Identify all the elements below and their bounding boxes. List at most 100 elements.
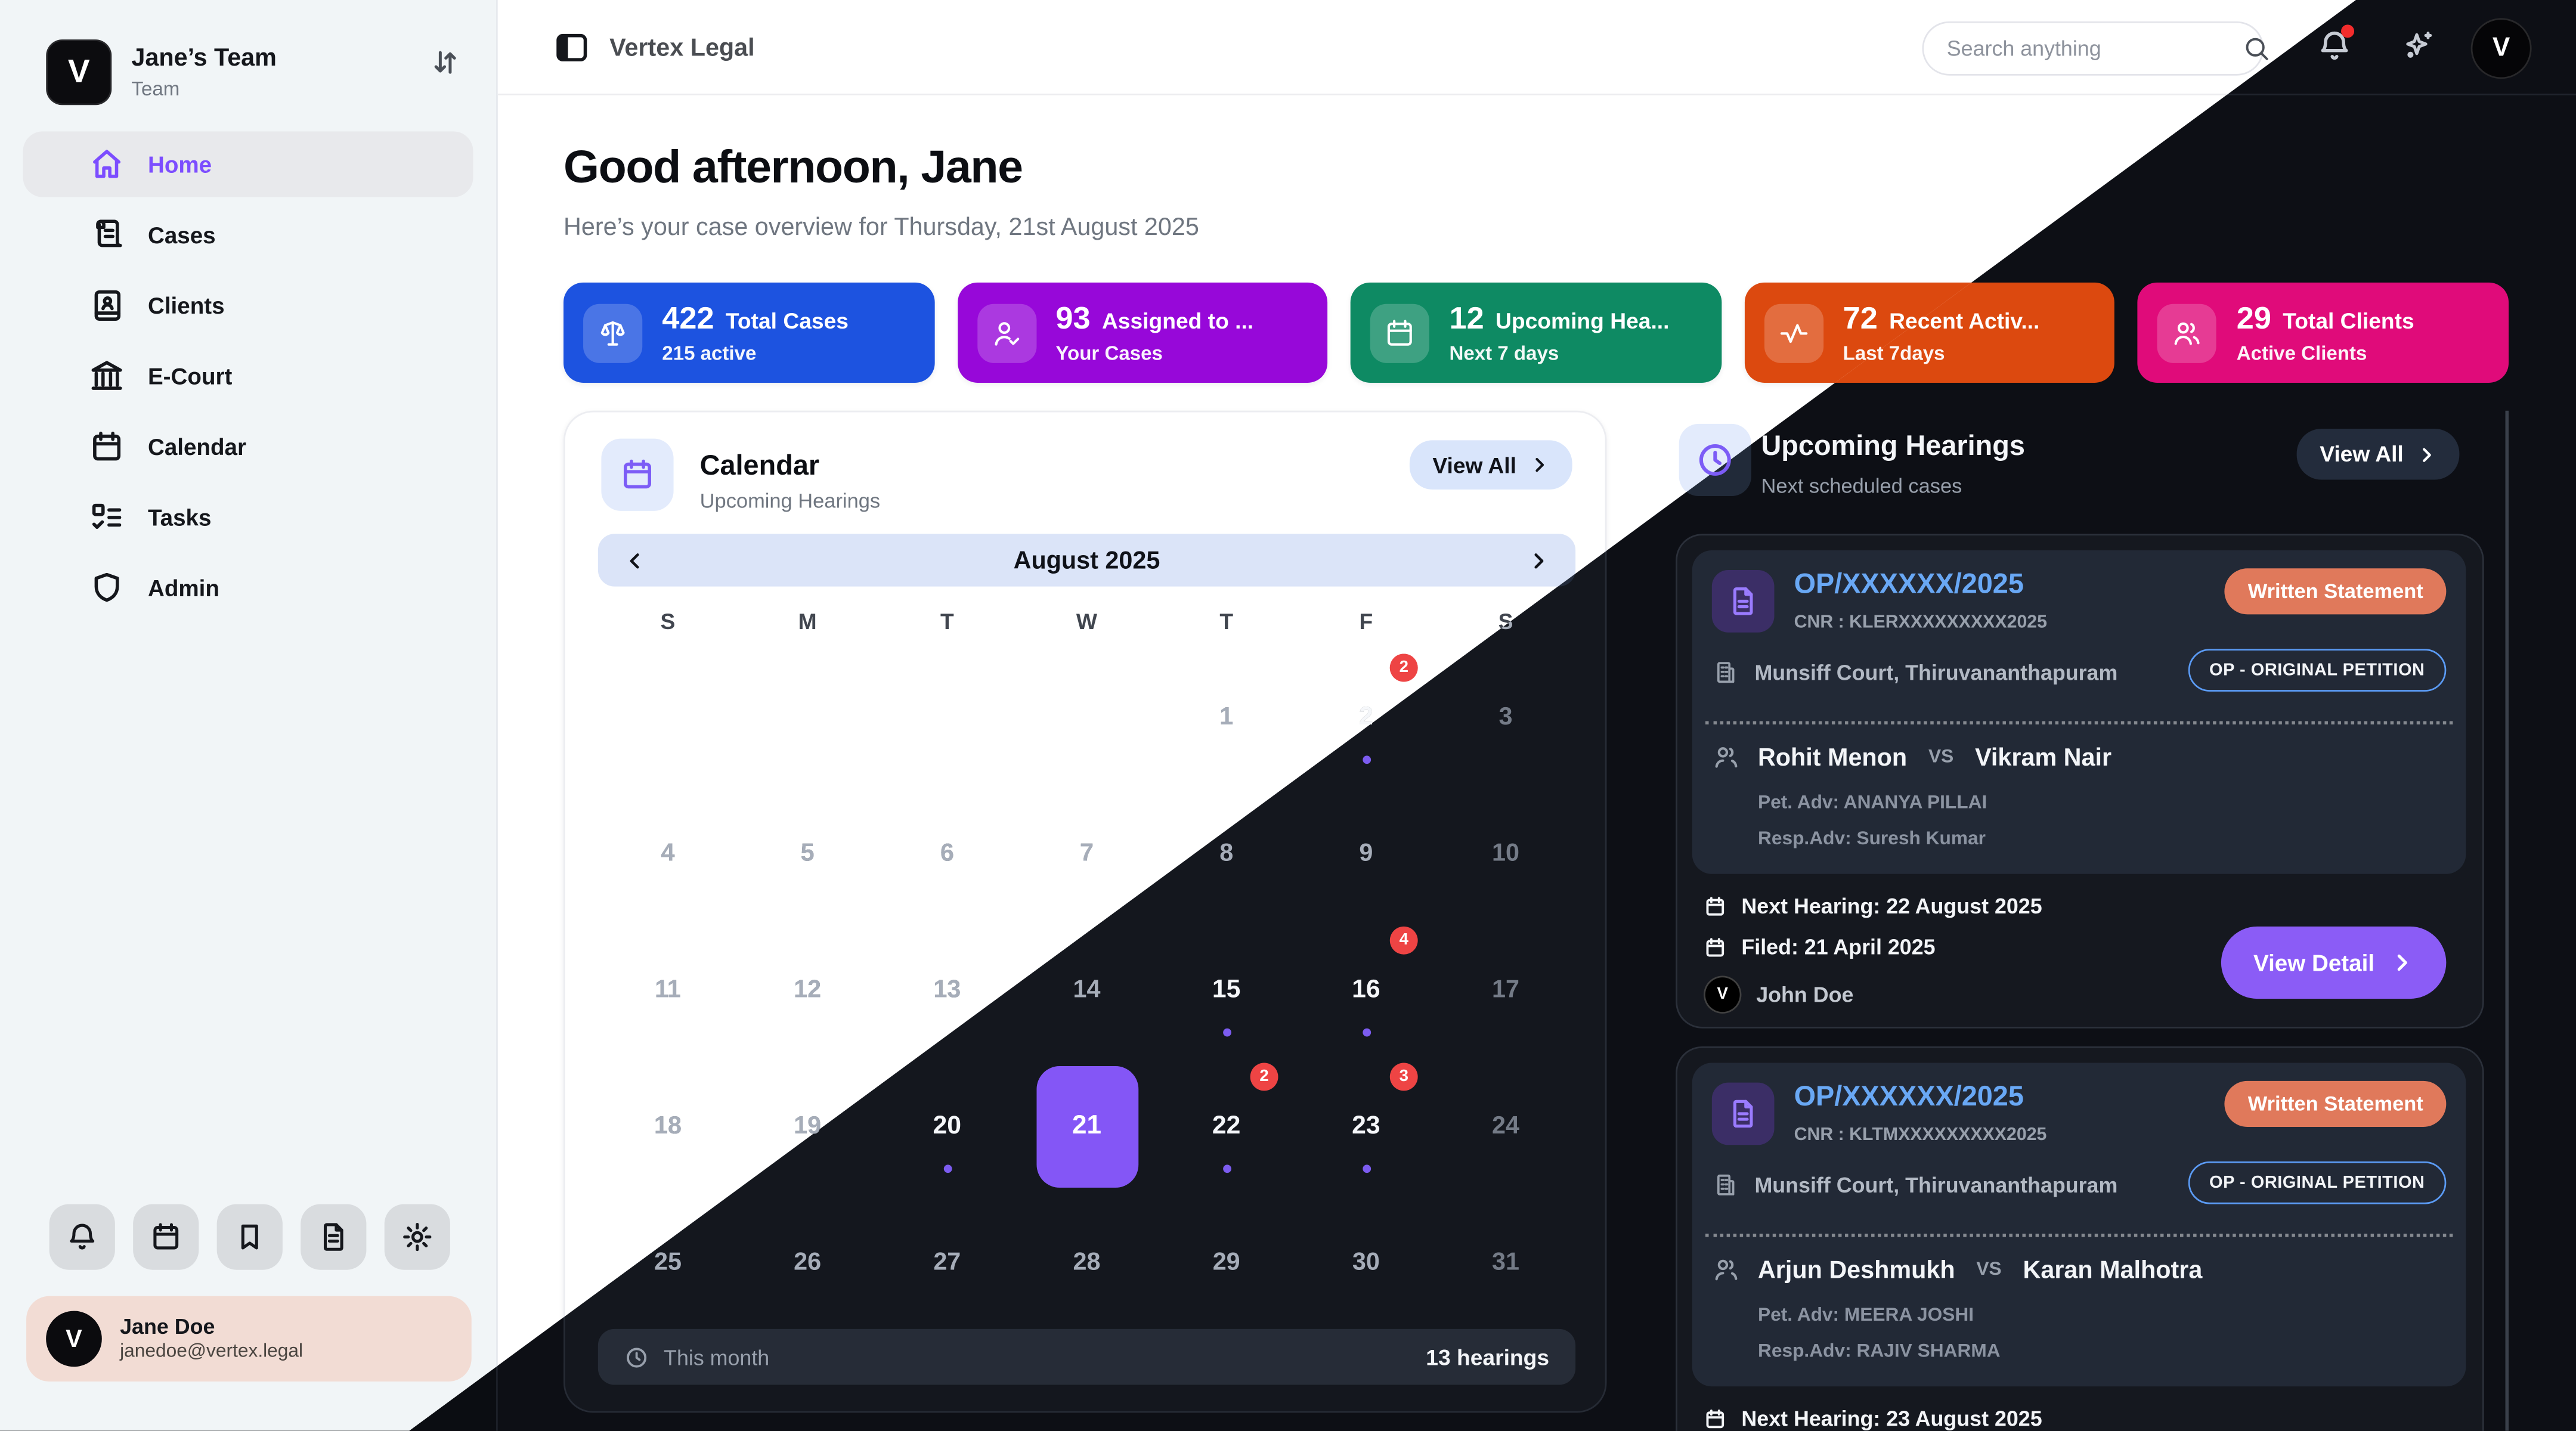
calendar-day-17[interactable]: 17	[1492, 975, 1520, 1004]
calendar-day-7[interactable]: 7	[1080, 839, 1094, 868]
sidebar-item-calendar[interactable]: Calendar	[23, 414, 473, 479]
calendar-day-12[interactable]: 12	[794, 975, 822, 1004]
calendar-day-5[interactable]: 5	[800, 839, 815, 868]
case-type-pill: OP - ORIGINAL PETITION	[2188, 1161, 2447, 1204]
calendar-day-6[interactable]: 6	[940, 839, 954, 868]
calendar-day-14[interactable]: 14	[1073, 975, 1101, 1004]
calendar-day-21[interactable]: 21	[1017, 1058, 1156, 1194]
account-avatar[interactable]: V	[2470, 18, 2532, 79]
clock-icon	[624, 1345, 649, 1369]
sidebar-item-clients[interactable]: Clients	[23, 272, 473, 338]
calendar-day-11[interactable]: 11	[655, 975, 681, 1004]
calendar-view-all-button[interactable]: View All	[1409, 440, 1572, 490]
user-profile-card[interactable]: V Jane Doe janedoe@vertex.legal	[26, 1296, 472, 1382]
cnr-number: CNR : KLTMXXXXXXXXX2025	[1794, 1125, 2047, 1145]
team-switcher[interactable]: V Jane’s Team Team	[0, 0, 496, 131]
calendar-day-31[interactable]: 31	[1492, 1248, 1520, 1277]
sidebar-item-ecourt[interactable]: E-Court	[23, 343, 473, 409]
dotted-divider	[1705, 1234, 2453, 1237]
calendar-day-18[interactable]: 18	[654, 1112, 682, 1141]
calendar-day-4[interactable]: 4	[661, 839, 675, 868]
calendar-day-18[interactable]: 18	[654, 1112, 682, 1141]
assignee-name: John Doe	[1756, 982, 1854, 1007]
calendar-day-13[interactable]: 13	[933, 975, 961, 1004]
respondent-name: Vikram Nair	[1975, 743, 2112, 772]
case-number-link[interactable]: OP/XXXXXX/2025	[1794, 1080, 2024, 1113]
calendar-day-29[interactable]: 29	[1212, 1248, 1240, 1277]
calendar-day-6[interactable]: 6	[940, 839, 954, 868]
bookmark-icon[interactable]	[216, 1204, 283, 1270]
calendar-day-1[interactable]: 1	[1219, 703, 1234, 732]
calendar-day-5[interactable]: 5	[800, 839, 815, 868]
contact-book-icon	[89, 287, 125, 324]
gear-icon[interactable]	[384, 1204, 450, 1270]
chevron-right-icon[interactable]	[1528, 550, 1549, 571]
calendar-day-20[interactable]: 20	[877, 1058, 1017, 1194]
calendar-day-7[interactable]: 7	[1080, 839, 1094, 868]
sidebar-item-home[interactable]: Home	[23, 131, 473, 197]
global-search	[1922, 21, 2268, 76]
sidebar-item-cases[interactable]: Cases	[23, 202, 473, 268]
sidebar-toggle-icon[interactable]	[553, 30, 590, 66]
sidebar-item-admin[interactable]: Admin	[23, 555, 473, 621]
calendar-day-27[interactable]: 27	[933, 1248, 961, 1277]
calendar-footer: This month 13 hearings	[597, 1328, 1576, 1385]
document-icon[interactable]	[301, 1204, 367, 1270]
calendar-day-10[interactable]: 10	[1492, 839, 1520, 868]
hearings-scrollbar[interactable]	[2505, 410, 2509, 1431]
user-name: Jane Doe	[120, 1314, 215, 1339]
calendar-day-9[interactable]: 9	[1359, 839, 1373, 868]
court-building-icon	[1712, 659, 1738, 685]
calendar-day-19[interactable]: 19	[794, 1112, 822, 1141]
sidebar-item-tasks[interactable]: Tasks	[23, 485, 473, 550]
next-hearing-date: Next Hearing: 23 August 2025	[1741, 1406, 2042, 1431]
search-input[interactable]	[1924, 36, 2236, 61]
case-number-link[interactable]: OP/XXXXXX/2025	[1794, 568, 2024, 600]
calendar-icon	[1704, 894, 1727, 918]
calendar-icon[interactable]	[133, 1204, 199, 1270]
notifications-bell-icon[interactable]	[2317, 24, 2355, 64]
calendar-day-12[interactable]: 12	[794, 975, 822, 1004]
team-logo: V	[46, 39, 112, 106]
chevron-left-icon[interactable]	[624, 550, 646, 571]
swap-arrows-icon[interactable]	[431, 48, 460, 78]
calendar-empty-cell	[738, 649, 877, 785]
stage-badge: Written Statement	[2225, 568, 2447, 615]
notification-dot	[2341, 24, 2355, 38]
calendar-day-30[interactable]: 30	[1352, 1248, 1380, 1277]
ai-sparkles-icon[interactable]	[2400, 28, 2436, 64]
calendar-day-15[interactable]: 15	[1157, 922, 1296, 1058]
view-detail-button[interactable]: View Detail	[2221, 926, 2447, 999]
calendar-day-13[interactable]: 13	[933, 975, 961, 1004]
calendar-day-1[interactable]: 1	[1219, 703, 1234, 732]
calendar-title: Calendar	[699, 450, 820, 482]
vs-label: VS	[1976, 1260, 2002, 1280]
calendar-day-26[interactable]: 26	[794, 1248, 822, 1277]
calendar-day-25[interactable]: 25	[654, 1248, 682, 1277]
scroll-icon	[89, 217, 125, 253]
calendar-day-3[interactable]: 3	[1498, 703, 1513, 732]
assignee-row: V John Doe	[1704, 975, 1854, 1014]
hearings-view-all-button[interactable]: View All	[2296, 429, 2460, 480]
calendar-day-24[interactable]: 24	[1492, 1112, 1520, 1141]
calendar-day-8[interactable]: 8	[1219, 839, 1234, 868]
calendar-day-4[interactable]: 4	[661, 839, 675, 868]
event-dot	[1222, 1028, 1231, 1037]
courthouse-icon	[89, 358, 125, 395]
calendar-day-28[interactable]: 28	[1073, 1248, 1101, 1277]
event-dot	[1361, 1028, 1370, 1037]
search-icon[interactable]	[2243, 35, 2271, 63]
chevron-right-icon	[2417, 444, 2436, 464]
bell-icon[interactable]	[49, 1204, 115, 1270]
calendar-day-11[interactable]: 11	[655, 975, 681, 1004]
calendar-icon	[1704, 936, 1727, 959]
